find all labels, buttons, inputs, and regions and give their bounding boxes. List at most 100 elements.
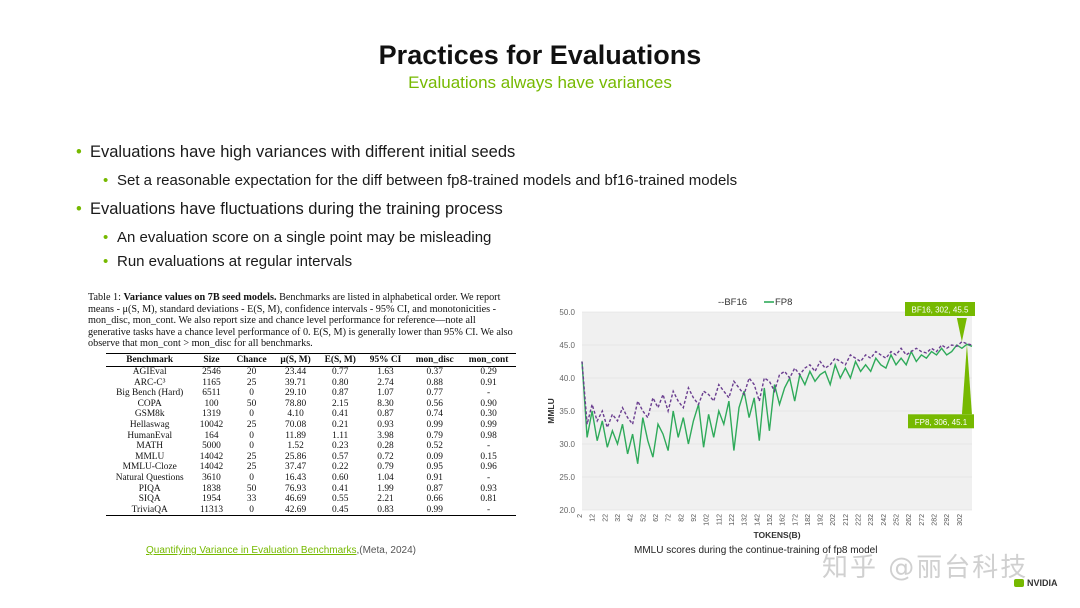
x-tick-label: 182 xyxy=(805,514,812,526)
table-cell: 1838 xyxy=(202,483,221,494)
table-cell: 0.98 xyxy=(480,430,497,441)
annotation-box-fp8 xyxy=(908,414,974,429)
table-cell: 4.10 xyxy=(287,409,304,420)
table-cell: 0 xyxy=(249,388,254,399)
annotation-fp8: FP8, 306, 45.1 xyxy=(915,418,968,427)
table-cell: COPA xyxy=(137,398,162,409)
table-cell: TriviaQA xyxy=(106,504,194,517)
x-tick-label: 162 xyxy=(780,514,787,526)
table-header-cell: Benchmark xyxy=(106,352,194,367)
table-cell: 39.71 xyxy=(285,377,307,388)
table-cell: 3610 xyxy=(202,472,221,483)
table-cell: 42.69 xyxy=(273,504,318,517)
table-cell: 0.77 xyxy=(332,366,349,377)
table-cell: 0.99 xyxy=(480,419,497,430)
table-row: AGIEval 2546 20 23.44 0.77 1.63 0.37 0.29 xyxy=(106,366,516,377)
table-header-cell: mon_disc xyxy=(408,352,462,367)
legend-bf16: --BF16 xyxy=(718,297,747,308)
table-cell: 0.23 xyxy=(332,441,349,452)
table-cell: 0.66 xyxy=(426,494,443,505)
table-cell: PIQA xyxy=(138,483,161,494)
table-cell: 25.86 xyxy=(285,451,307,462)
watermark: 知乎 @丽台科技 xyxy=(822,553,1029,583)
annotation-pointer xyxy=(961,344,972,415)
chart-caption: MMLU scores during the continue-training… xyxy=(634,545,878,556)
variance-table: Benchmark Size Chance μ(S, M) E(S, M) 95% CI m… xyxy=(106,352,516,517)
table-cell: 14042 xyxy=(199,451,224,462)
table-cell: 0.52 xyxy=(426,441,443,452)
table-cell: 2.15 xyxy=(332,398,349,409)
table-cell: 0.79 xyxy=(377,462,394,473)
table-cell: GSM8k xyxy=(134,409,165,420)
x-tick-label: 42 xyxy=(628,514,635,522)
y-tick-label: 20.0 xyxy=(559,506,575,515)
table-cell: 0.79 xyxy=(426,430,443,441)
slide-title: Practices for Evaluations xyxy=(378,40,702,70)
table-cell: Hellaswag xyxy=(129,419,170,430)
table-row: HumanEval 164 0 11.89 1.11 3.98 0.79 0.98 xyxy=(106,431,516,442)
y-tick-label: 30.0 xyxy=(559,440,575,449)
table-cell: 0.09 xyxy=(426,451,443,462)
table-cell: 0.99 xyxy=(426,419,443,430)
table-cell: 0.21 xyxy=(332,419,349,430)
table-cell: 37.47 xyxy=(285,462,307,473)
table-cell: 20 xyxy=(246,366,257,377)
y-tick-label: 45.0 xyxy=(559,341,575,350)
table-cell: MMLU-Cloze xyxy=(122,462,177,473)
table-cell: 0.95 xyxy=(426,462,443,473)
table-cell: 1165 xyxy=(202,377,221,388)
annotation-box-bf16 xyxy=(905,302,975,316)
table-cell: SIQA xyxy=(138,494,161,505)
table-row: COPA 100 50 78.80 2.15 8.30 0.56 0.90 xyxy=(106,399,516,410)
x-axis-label: TOKENS(B) xyxy=(753,530,800,540)
x-tick-label: 132 xyxy=(742,514,749,526)
nvidia-eye-icon xyxy=(1014,579,1024,587)
table-cell: 70.08 xyxy=(285,419,307,430)
table-cell: - xyxy=(487,388,491,399)
table-cell: Natural Questions xyxy=(115,472,184,483)
annotation-bf16: BF16, 302, 45.5 xyxy=(912,306,969,315)
logo-text: NVIDIA xyxy=(1027,578,1058,588)
table-cell: 1.63 xyxy=(377,366,394,377)
table-cell: 2.21 xyxy=(377,494,394,505)
table-cell: 0.30 xyxy=(480,409,497,420)
table-row: MMLU 14042 25 25.86 0.57 0.72 0.09 0.15 xyxy=(106,452,516,463)
table-row: MMLU-Cloze 14042 25 37.47 0.22 0.79 0.95 0.96 xyxy=(106,462,516,473)
table-cell: 23.44 xyxy=(285,366,307,377)
x-tick-label: 172 xyxy=(792,514,799,526)
x-tick-label: 152 xyxy=(767,514,774,526)
bullet-item: Evaluations have fluctuations during the… xyxy=(76,197,976,221)
table-row: TriviaQA 11313 0 42.69 0.45 0.83 0.99- xyxy=(106,504,516,517)
table-header-cell: E(S, M) xyxy=(317,352,363,367)
table-cell: 0 xyxy=(249,441,254,452)
x-tick-label: 22 xyxy=(602,514,609,522)
table-row: Big Bench (Hard) 6511 0 29.10 0.87 1.07 0.77 - xyxy=(106,388,516,399)
sub-bullet-item: Run evaluations at regular intervals xyxy=(103,251,976,272)
table-cell: 100 xyxy=(204,398,219,409)
table-row: SIQA 1954 33 46.69 0.55 2.21 0.66 0.81 xyxy=(106,494,516,505)
table-cell: 14042 xyxy=(199,462,224,473)
table-cell: 46.69 xyxy=(285,494,307,505)
table-row: Natural Questions 3610 0 16.43 0.60 1.04 0.91 - xyxy=(106,473,516,484)
bullet-list: Evaluations have high variances with dif… xyxy=(76,140,976,275)
table-cell: 0.74 xyxy=(426,409,443,420)
caption-text: Benchmarks are listed in alphabetical or… xyxy=(88,292,513,350)
mmlu-chart-svg: 20.025.030.035.040.045.050.02 12 22 32 42 52 6… xyxy=(546,297,975,540)
table-cell: 11313 xyxy=(193,504,230,517)
table-cell: 25 xyxy=(246,377,257,388)
table-cell: 0.99 xyxy=(408,504,462,517)
table-cell: 0.91 xyxy=(426,472,443,483)
x-tick-label: 122 xyxy=(729,514,736,526)
x-tick-label: 62 xyxy=(653,514,660,522)
table-cell: 0.55 xyxy=(332,494,349,505)
table-cell: 78.80 xyxy=(285,398,307,409)
table-cell: 2.74 xyxy=(377,377,394,388)
table-cell: 0.96 xyxy=(480,462,497,473)
x-tick-label: 222 xyxy=(856,514,863,526)
x-tick-label: 142 xyxy=(754,514,761,526)
bullet-item: Evaluations have high variances with dif… xyxy=(76,140,976,164)
table-cell: 1.52 xyxy=(287,441,304,452)
reference-link[interactable]: Quantifying Variance in Evaluation Bench… xyxy=(146,545,357,556)
x-tick-label: 52 xyxy=(640,514,647,522)
table-cell: 0 xyxy=(249,409,254,420)
